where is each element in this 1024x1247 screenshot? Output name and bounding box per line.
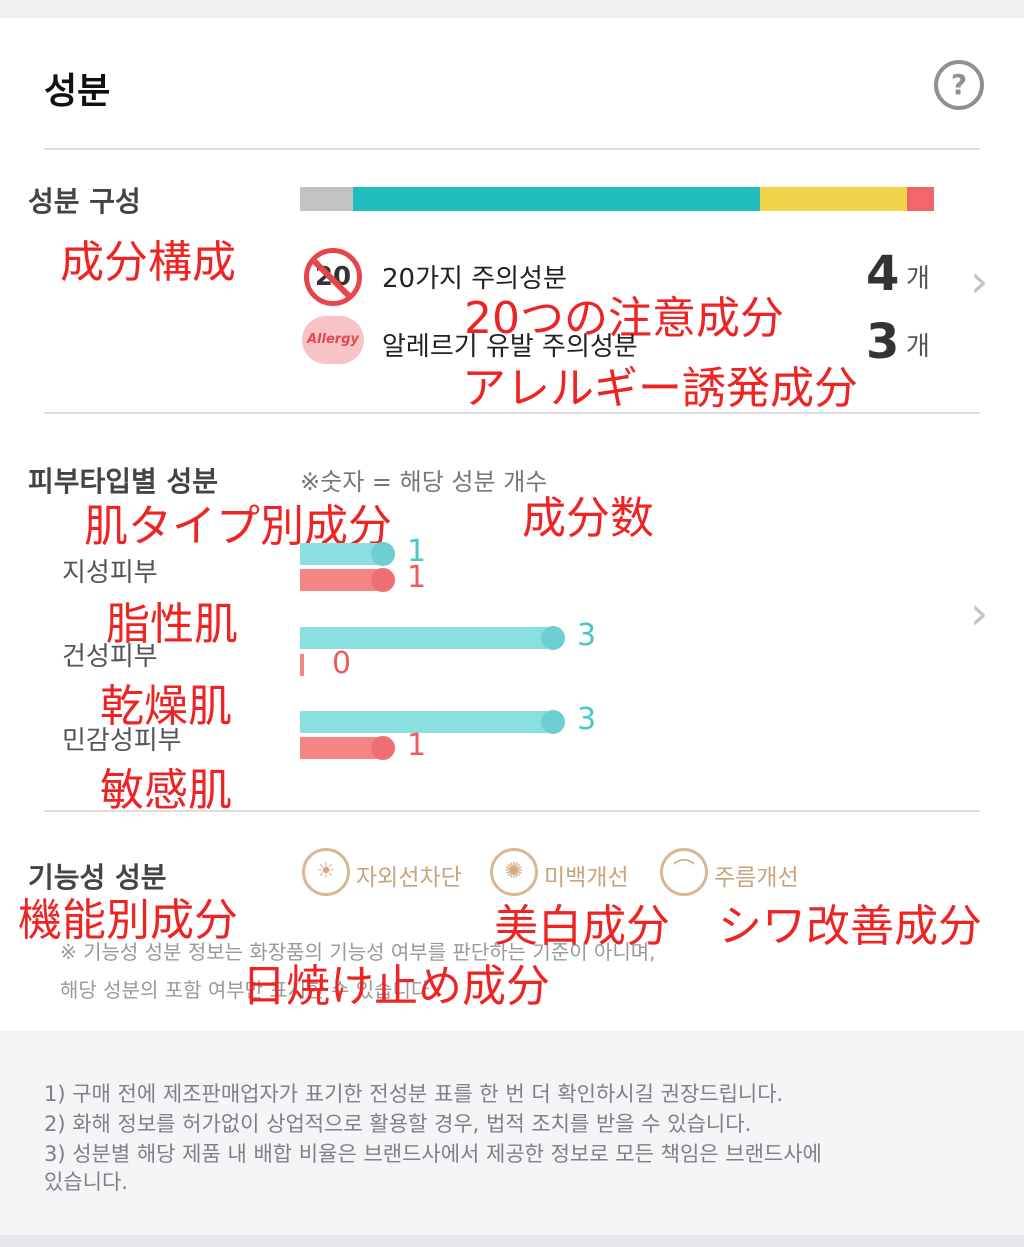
composition-bar [300,187,934,211]
bad-face-icon [371,736,395,760]
note-3-cont: 있습니다. [44,1170,128,1194]
caution-20-label-jp: 20つの注意成分 [464,293,784,344]
skin-sensitive-good-count: 3 [577,702,597,737]
skin-oily-label-jp: 脂性肌 [106,599,238,650]
skin-type-chevron-icon[interactable]: › [970,586,989,640]
note-2: 2) 화해 정보를 허가없이 상업적으로 활용할 경우, 법적 조치를 받을 수… [44,1112,752,1136]
top-strip [0,0,1024,18]
skin-sensitive-bad-bar [300,737,385,759]
allergy-count: 3 [866,314,900,370]
good-face-icon [371,542,395,566]
notes-panel [0,1030,1024,1235]
functional-label: 기능성 성분 [28,861,167,894]
bulb-icon: ✺ [490,848,538,896]
skin-oily-bad-count: 1 [407,560,427,595]
allergy-label-jp: アレルギー誘発成分 [462,363,858,414]
skin-sensitive-good-bar [300,711,555,733]
wrinkle-label: 주름개선 [714,865,799,891]
divider [44,148,980,150]
skin-sensitive-label: 민감성피부 [62,726,182,756]
iron-icon: ⌒ [660,848,708,896]
help-icon[interactable]: ? [934,60,984,110]
functional-label-jp: 機能別成分 [18,895,238,946]
skin-dry-bad-bar [300,654,304,676]
composition-chevron-icon[interactable]: › [970,254,989,308]
skin-dry-bad-count: 0 [332,646,352,681]
skin-dry-label-jp: 乾燥肌 [100,681,232,732]
skin-type-label: 피부타입별 성분 [28,465,219,498]
sun-icon: ☀ [302,848,350,896]
uv-block-label: 자외선차단 [356,865,462,891]
allergy-label: 알레르기 유발 주의성분 [382,332,638,362]
functional-disclaimer-line-1: ※ 기능성 성분 정보는 화장품의 기능성 여부를 판단하는 기준이 아니며, [60,940,656,964]
good-face-icon [541,626,565,650]
skin-dry-label: 건성피부 [62,642,158,672]
skin-oily-label: 지성피부 [62,558,158,588]
skin-dry-good-bar [300,627,555,649]
note-3: 3) 성분별 해당 제품 내 배합 비율은 브랜드사에서 제공한 정보로 모든 … [44,1142,822,1166]
caution-20-count: 4 [866,246,900,302]
wrinkle-label-jp: シワ改善成分 [718,901,982,952]
skin-sensitive-label-jp: 敏感肌 [100,765,232,816]
skin-type-note: ※숫자 = 해당 성분 개수 [300,468,548,496]
skin-type-note-jp: 成分数 [522,493,654,544]
skin-oily-good-bar [300,543,385,565]
composition-label-jp: 成分構成 [60,237,236,288]
uv-block-label-jp: 日焼け止め成分 [242,961,550,1012]
caution-20-icon: 20 [304,248,362,306]
note-1: 1) 구매 전에 제조판매업자가 표기한 전성분 표를 한 번 더 확인하시길 … [44,1082,784,1106]
skin-oily-good-count: 1 [407,534,427,569]
composition-segment-1 [352,187,760,211]
bottom-strip [0,1235,1024,1247]
allergy-icon: Allergy [302,316,364,364]
skin-oily-bad-bar [300,569,385,591]
skin-sensitive-bad-count: 1 [407,728,427,763]
functional-disclaimer-line-2: 해당 성분의 포함 여부만 표시한 수 있습니다 [60,978,430,1002]
divider [44,810,980,812]
composition-label: 성분 구성 [28,185,141,218]
composition-segment-0 [300,187,353,211]
bad-face-icon [371,568,395,592]
whitening-label: 미백개선 [544,865,629,891]
allergy-unit: 개 [906,332,930,362]
caution-20-unit: 개 [906,264,930,294]
page-title: 성분 [44,71,111,112]
divider [44,412,980,414]
good-face-icon [541,710,565,734]
composition-segment-3 [907,187,934,211]
skin-dry-good-count: 3 [577,618,597,653]
whitening-label-jp: 美白成分 [494,901,670,952]
caution-20-label: 20가지 주의성분 [382,264,567,294]
composition-segment-2 [759,187,908,211]
